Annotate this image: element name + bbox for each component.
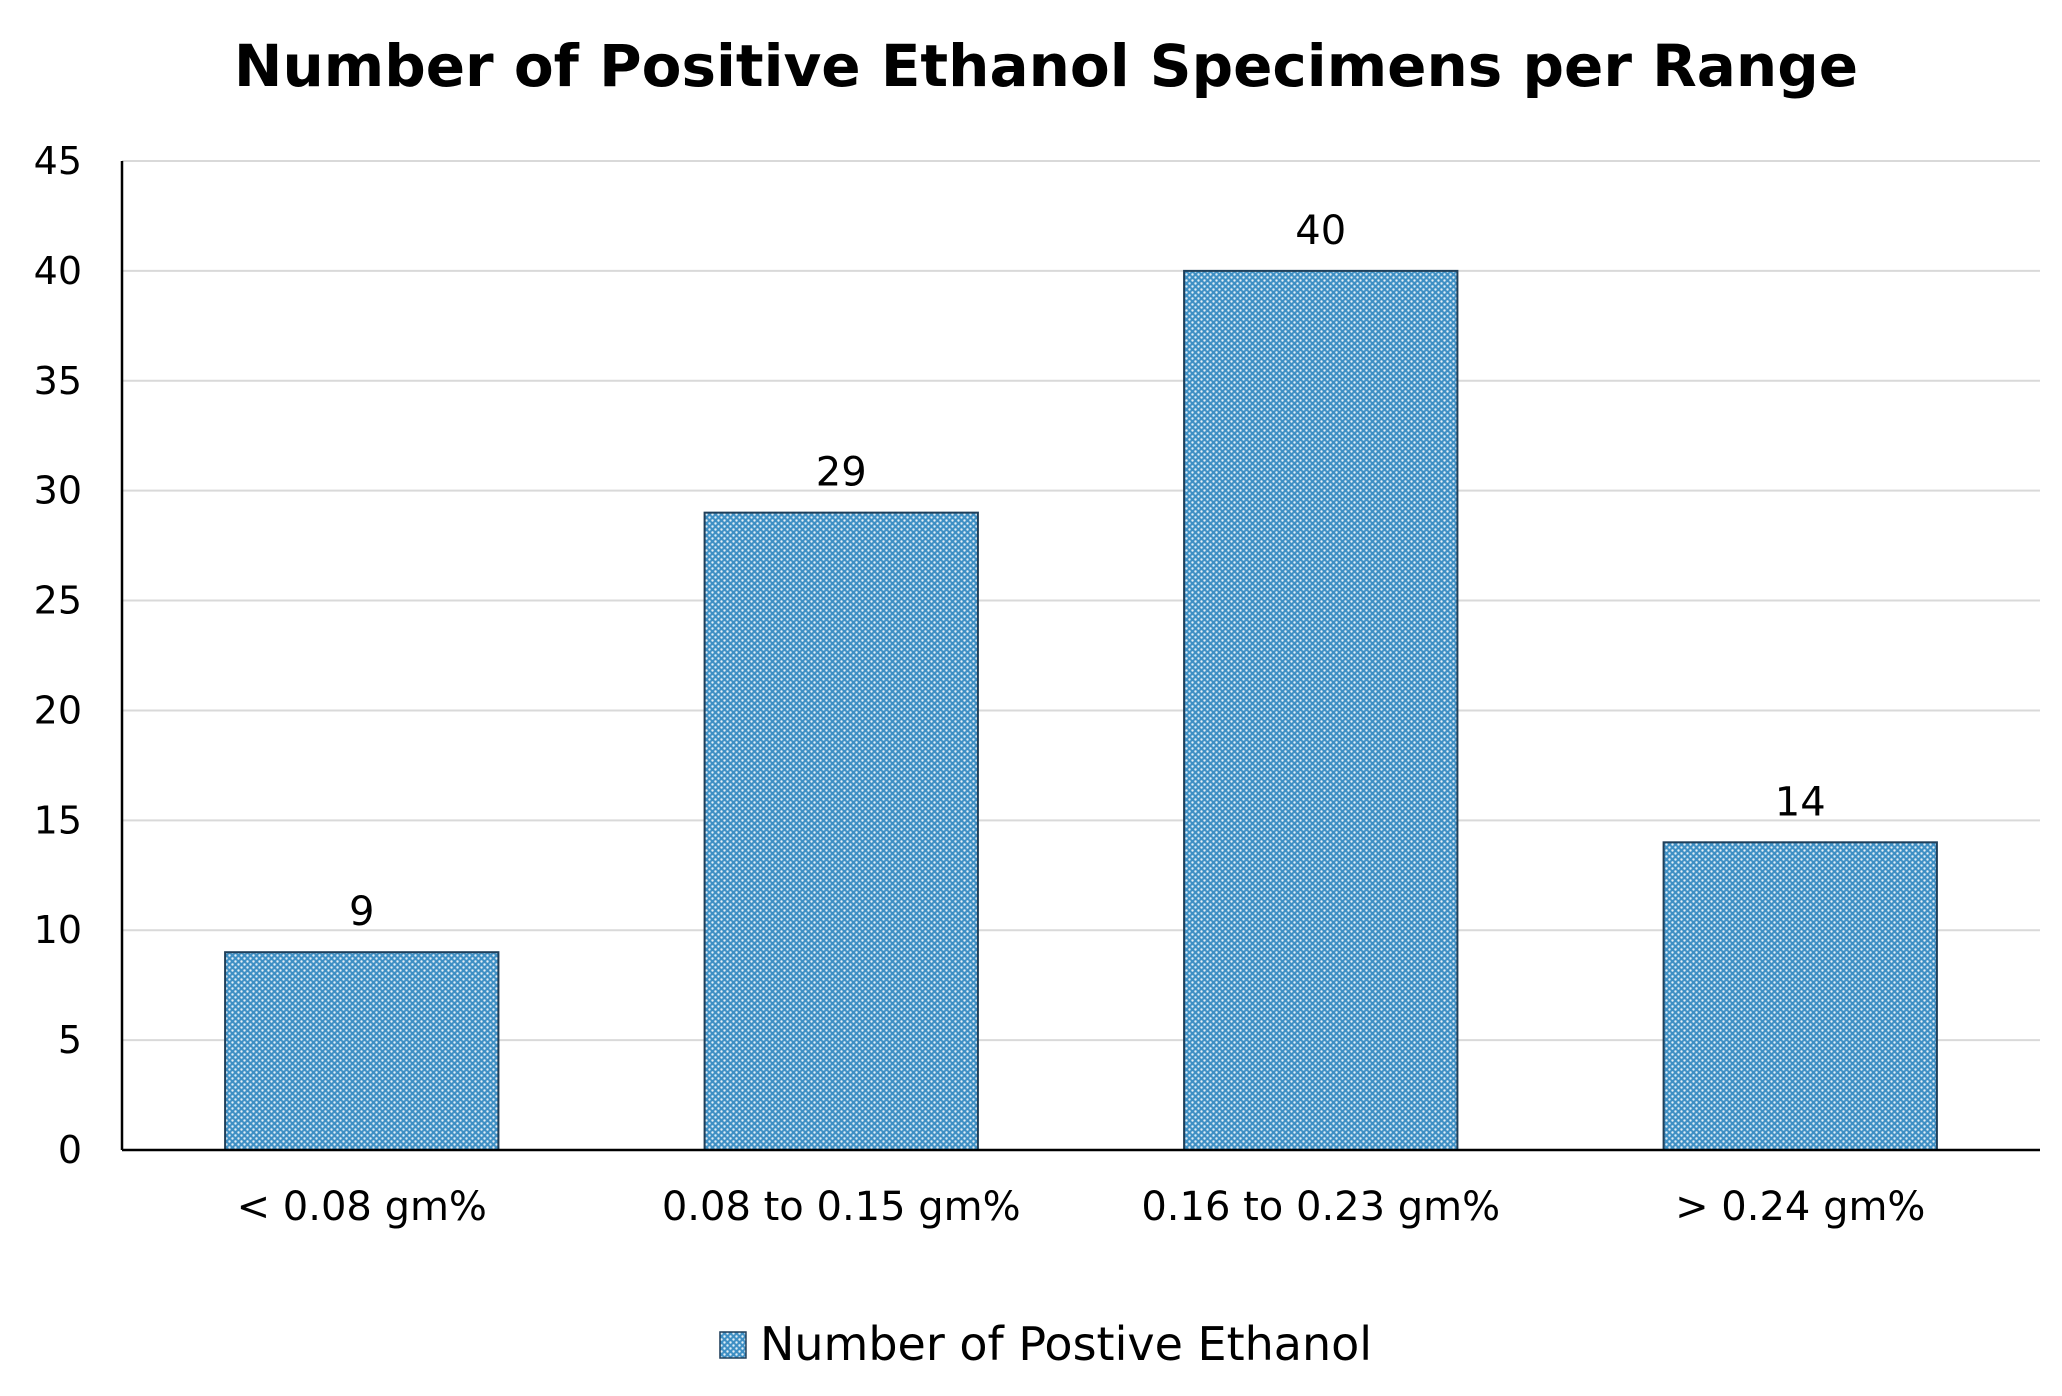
bar — [1183, 269, 1459, 1151]
y-tick-label: 0 — [58, 1128, 82, 1172]
x-tick-label: < 0.08 gm% — [237, 1184, 487, 1230]
chart-title: Number of Positive Ethanol Specimens per… — [234, 32, 1858, 100]
y-tick-label: 25 — [34, 579, 82, 623]
x-tick-label: > 0.24 gm% — [1675, 1184, 1925, 1230]
data-labels: 9 29 40 14 — [349, 208, 1826, 935]
gridlines — [122, 160, 2040, 1042]
y-tick-label: 15 — [34, 798, 82, 842]
data-label: 14 — [1775, 779, 1826, 825]
bar — [703, 511, 979, 1151]
y-tick-label: 5 — [58, 1018, 82, 1062]
data-label: 9 — [349, 889, 374, 935]
y-tick-label: 20 — [34, 688, 82, 732]
x-tick-label: 0.16 to 0.23 gm% — [1141, 1184, 1500, 1230]
legend-label: Number of Postive Ethanol — [760, 1317, 1372, 1371]
data-label: 40 — [1295, 208, 1346, 254]
y-tick-label: 40 — [34, 249, 82, 293]
y-tick-label: 30 — [34, 469, 82, 513]
y-tick-label: 35 — [34, 359, 82, 403]
x-axis-labels: < 0.08 gm% 0.08 to 0.15 gm% 0.16 to 0.23 g… — [237, 1184, 1926, 1230]
x-tick-label: 0.08 to 0.15 gm% — [662, 1184, 1021, 1230]
axes — [120, 161, 2040, 1152]
legend-swatch — [719, 1331, 747, 1359]
bar — [1662, 841, 1938, 1151]
data-label: 29 — [816, 450, 867, 496]
bar — [224, 951, 500, 1152]
y-axis-ticks: 0 5 10 15 20 25 30 35 40 45 — [34, 139, 82, 1172]
legend: Number of Postive Ethanol — [719, 1317, 1372, 1371]
bars — [224, 269, 1938, 1152]
y-tick-label: 10 — [34, 908, 82, 952]
y-tick-label: 45 — [34, 139, 82, 183]
